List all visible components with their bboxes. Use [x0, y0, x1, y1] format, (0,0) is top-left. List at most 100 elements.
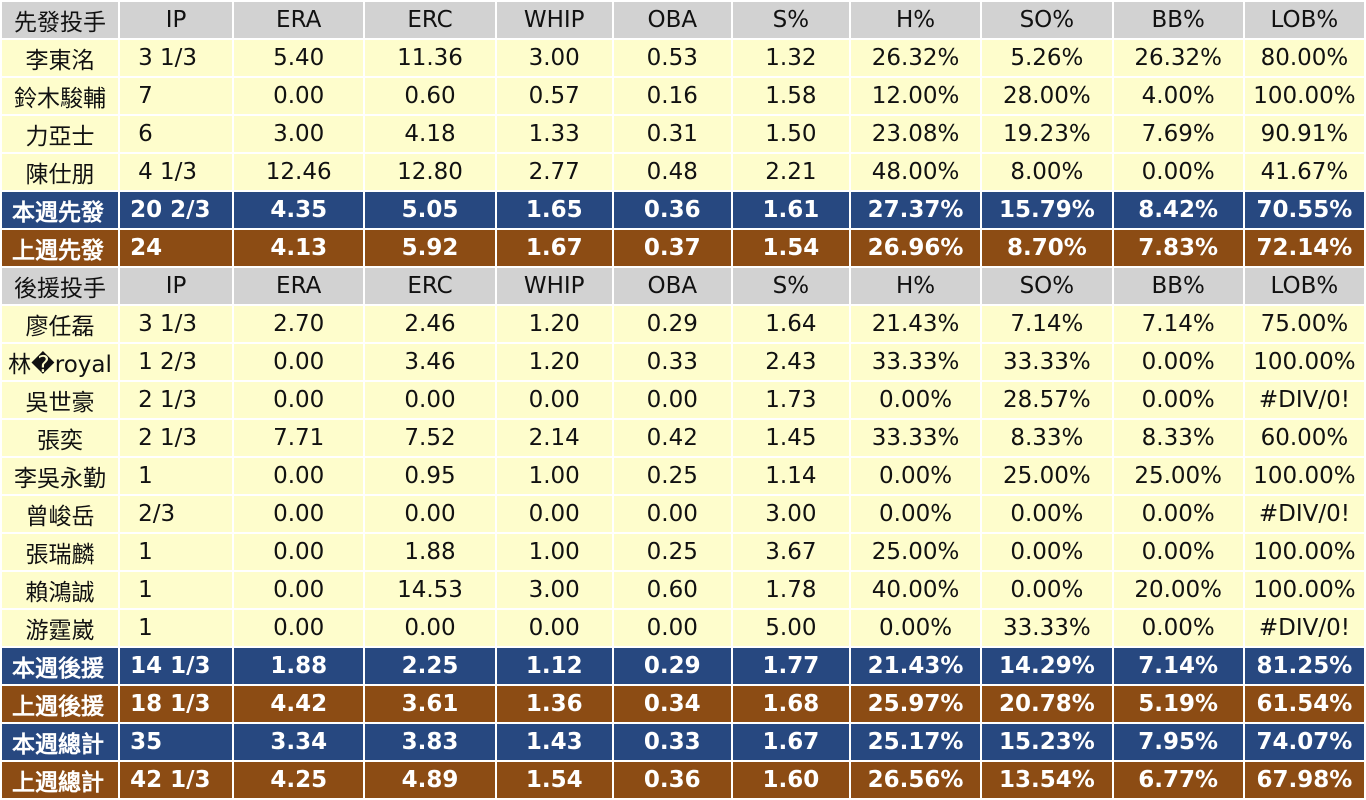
reliever-row: 吳世豪 2 1/3 0.00 0.00 0.00 0.00 1.73 0.00% 28.57% 0… [2, 382, 1364, 418]
stat-cell: 2 1/3 [120, 382, 233, 418]
summary-row: 上週總計 42 1/3 4.25 4.89 1.54 0.36 1.60 26.56% 13.5… [2, 762, 1364, 798]
stat-cell: 0.00 [613, 496, 731, 532]
stat-cell: 0.00% [1113, 496, 1243, 532]
column-header: WHIP [496, 2, 612, 38]
reliever-header-row: 後援投手 IP ERA ERC WHIP OBA S% H% SO% BB% LOB% [2, 268, 1364, 304]
stat-cell: 0.25 [613, 534, 731, 570]
stat-cell: 28.57% [982, 382, 1112, 418]
row-label: 李吳永勤 [2, 458, 119, 494]
stat-cell: 0.33 [613, 724, 731, 760]
stat-cell: 3.67 [732, 534, 849, 570]
stat-cell: 5.05 [365, 192, 495, 228]
stat-cell: 0.25 [613, 458, 731, 494]
stat-cell: 3.83 [365, 724, 495, 760]
stat-cell: 60.00% [1244, 420, 1364, 456]
stat-cell: 90.91% [1244, 116, 1364, 152]
starter-row: 陳仕朋 4 1/3 12.46 12.80 2.77 0.48 2.21 48.00% 8.00… [2, 154, 1364, 190]
stat-cell: 4 1/3 [120, 154, 233, 190]
row-label: 本週先發 [2, 192, 119, 228]
stat-cell: 18 1/3 [120, 686, 233, 722]
stat-cell: 0.60 [365, 78, 495, 114]
stat-cell: #DIV/0! [1244, 496, 1364, 532]
stat-cell: 8.33% [982, 420, 1112, 456]
stat-cell: 7.14% [1113, 648, 1243, 684]
reliever-row: 張瑞麟 1 0.00 1.88 1.00 0.25 3.67 25.00% 0.00% 0.00%… [2, 534, 1364, 570]
stat-cell: 5.40 [234, 40, 364, 76]
stat-cell: 1 [120, 458, 233, 494]
row-label: 賴鴻誠 [2, 572, 119, 608]
stat-cell: 23.08% [850, 116, 981, 152]
reliever-row: 張奕 2 1/3 7.71 7.52 2.14 0.42 1.45 33.33% 8.33% 8.… [2, 420, 1364, 456]
stat-cell: 4.18 [365, 116, 495, 152]
stat-cell: 0.00 [234, 610, 364, 646]
summary-row: 上週先發 24 4.13 5.92 1.67 0.37 1.54 26.96% 8.70% 7.8… [2, 230, 1364, 266]
stat-cell: 0.00% [1113, 610, 1243, 646]
stat-cell: 2.43 [732, 344, 849, 380]
stat-cell: 1 [120, 572, 233, 608]
column-header: BB% [1113, 268, 1243, 304]
stat-cell: 14.53 [365, 572, 495, 608]
row-label: 張奕 [2, 420, 119, 456]
column-header: ERA [234, 268, 364, 304]
column-header: ERC [365, 2, 495, 38]
stat-cell: 0.00 [496, 382, 612, 418]
stat-cell: 25.97% [850, 686, 981, 722]
column-header: OBA [613, 268, 731, 304]
stat-cell: 1.00 [496, 458, 612, 494]
stat-cell: 7.83% [1113, 230, 1243, 266]
stat-cell: #DIV/0! [1244, 610, 1364, 646]
stat-cell: 72.14% [1244, 230, 1364, 266]
stat-cell: 0.00 [496, 496, 612, 532]
summary-row: 上週後援 18 1/3 4.42 3.61 1.36 0.34 1.68 25.97% 20.7… [2, 686, 1364, 722]
summary-row: 本週後援 14 1/3 1.88 2.25 1.12 0.29 1.77 21.43% 14.2… [2, 648, 1364, 684]
stat-cell: 33.33% [982, 610, 1112, 646]
stat-cell: 48.00% [850, 154, 981, 190]
stat-cell: 15.79% [982, 192, 1112, 228]
stat-cell: 0.00% [850, 496, 981, 532]
stat-cell: 2.70 [234, 306, 364, 342]
stat-cell: 1.68 [732, 686, 849, 722]
stat-cell: 1.58 [732, 78, 849, 114]
stat-cell: 0.33 [613, 344, 731, 380]
stat-cell: 4.89 [365, 762, 495, 798]
stat-cell: 1.54 [732, 230, 849, 266]
stat-cell: 1.14 [732, 458, 849, 494]
stat-cell: 100.00% [1244, 458, 1364, 494]
stat-cell: 0.00% [1113, 154, 1243, 190]
stat-cell: 42 1/3 [120, 762, 233, 798]
stat-cell: #DIV/0! [1244, 382, 1364, 418]
stat-cell: 0.42 [613, 420, 731, 456]
stat-cell: 2 1/3 [120, 420, 233, 456]
row-label: 曾峻岳 [2, 496, 119, 532]
column-header: LOB% [1244, 268, 1364, 304]
stat-cell: 2.46 [365, 306, 495, 342]
stat-cell: 7.52 [365, 420, 495, 456]
stat-cell: 0.00 [496, 610, 612, 646]
stat-cell: 1.67 [732, 724, 849, 760]
row-label: 廖任磊 [2, 306, 119, 342]
stat-cell: 3.00 [496, 572, 612, 608]
stat-cell: 3.61 [365, 686, 495, 722]
stat-cell: 8.42% [1113, 192, 1243, 228]
stat-cell: 0.00 [365, 382, 495, 418]
stat-cell: 14 1/3 [120, 648, 233, 684]
stat-cell: 7.71 [234, 420, 364, 456]
stat-cell: 100.00% [1244, 572, 1364, 608]
stat-cell: 1.50 [732, 116, 849, 152]
stat-cell: 0.00 [234, 496, 364, 532]
row-label: 陳仕朋 [2, 154, 119, 190]
stat-cell: 0.60 [613, 572, 731, 608]
column-header: BB% [1113, 2, 1243, 38]
stat-cell: 26.96% [850, 230, 981, 266]
stat-cell: 1.20 [496, 344, 612, 380]
stat-cell: 25.00% [982, 458, 1112, 494]
stat-cell: 0.48 [613, 154, 731, 190]
stat-cell: 5.26% [982, 40, 1112, 76]
column-header: H% [850, 268, 981, 304]
starter-header-row: 先發投手 IP ERA ERC WHIP OBA S% H% SO% BB% LOB% [2, 2, 1364, 38]
stat-cell: 0.00 [234, 344, 364, 380]
stat-cell: 1.45 [732, 420, 849, 456]
stat-cell: 12.80 [365, 154, 495, 190]
column-header: ERA [234, 2, 364, 38]
